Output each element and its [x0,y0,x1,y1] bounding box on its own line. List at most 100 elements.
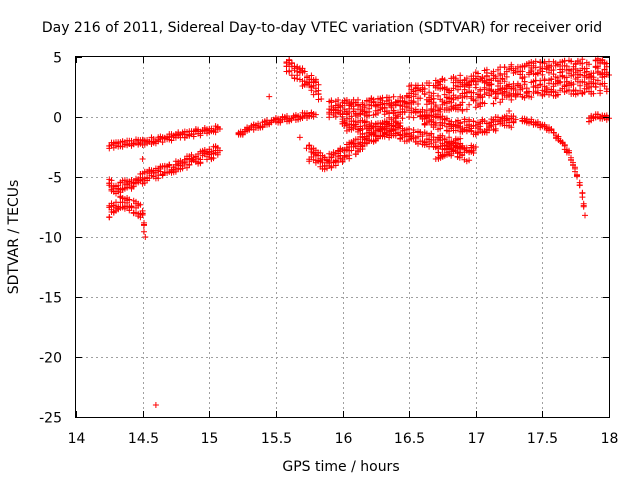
data-point [532,64,539,71]
data-point [328,97,335,104]
data-point [579,56,586,63]
data-point [216,147,223,154]
data-point [597,87,604,94]
data-point [483,66,490,73]
data-point [417,95,424,102]
x-tick-label: 16.5 [394,431,425,447]
data-point [315,81,322,88]
data-point [519,68,526,75]
data-point [526,88,532,95]
data-point [437,143,444,150]
data-point [517,82,524,89]
data-point [512,116,519,123]
data-point [390,107,397,114]
data-point [492,121,499,128]
data-point [532,58,539,65]
data-point [216,126,223,132]
data-point [346,155,353,162]
data-point [296,134,303,141]
data-point [586,61,592,68]
data-point [508,124,515,131]
data-point [386,109,393,116]
data-point [570,159,576,166]
data-point [406,114,413,120]
y-tick-label: -5 [48,171,62,187]
data-point [506,90,513,96]
y-axis-label: SDTVAR / TECUs [6,180,22,295]
y-tick-label: 5 [53,51,62,67]
data-point [375,110,381,116]
data-point [550,67,557,73]
x-tick-label: 14 [68,431,86,447]
data-point [572,168,578,175]
data-point [581,89,588,96]
data-point [577,82,584,89]
series-marks [139,93,513,408]
data-point [470,89,477,96]
data-point [557,78,564,85]
data-point [141,221,147,228]
data-point [406,125,413,132]
x-axis-label: GPS time / hours [282,459,399,475]
data-point [348,147,355,154]
data-point [475,70,481,77]
data-marks [106,55,612,408]
data-point [437,125,444,132]
data-point [172,168,179,175]
data-point [563,63,570,70]
data-point [363,118,370,125]
data-point [472,81,479,88]
data-point [594,77,601,84]
data-point [294,75,301,82]
data-point [539,71,546,78]
data-point [368,122,375,129]
data-point [579,190,586,197]
data-point [534,89,541,96]
data-point [570,81,577,88]
data-point [459,99,466,106]
data-point [159,139,166,146]
data-point [441,77,448,84]
x-tick-label: 16 [335,431,353,447]
data-point [457,135,464,142]
series-marks [519,115,588,219]
data-point [412,91,419,98]
data-point [541,60,548,67]
data-point [528,94,535,101]
data-point [277,119,284,126]
data-point [415,101,421,107]
data-point [142,234,149,240]
data-point [503,73,510,80]
data-point [430,95,437,102]
data-point [548,75,555,82]
data-point [139,156,146,162]
data-point [576,182,583,189]
y-tick-label: -10 [39,231,62,247]
data-point [537,82,544,88]
data-point [186,162,193,168]
data-point [508,96,515,103]
data-point [506,108,513,114]
data-point [137,201,144,208]
data-point [410,114,417,121]
data-point [466,101,473,108]
x-tick-label: 15.5 [261,431,292,447]
data-point [210,155,217,162]
data-point [479,94,486,101]
data-point [214,151,221,158]
series-marks [235,109,319,138]
data-point [166,162,173,169]
data-point [446,134,453,141]
data-point [339,157,346,164]
data-point [266,93,273,100]
data-point [355,96,361,103]
data-point [301,68,308,75]
data-point [523,85,530,92]
data-point [126,196,133,203]
data-point [181,160,188,167]
data-point [601,80,608,87]
data-point [415,133,421,140]
data-point [432,102,439,109]
data-point [152,402,159,408]
